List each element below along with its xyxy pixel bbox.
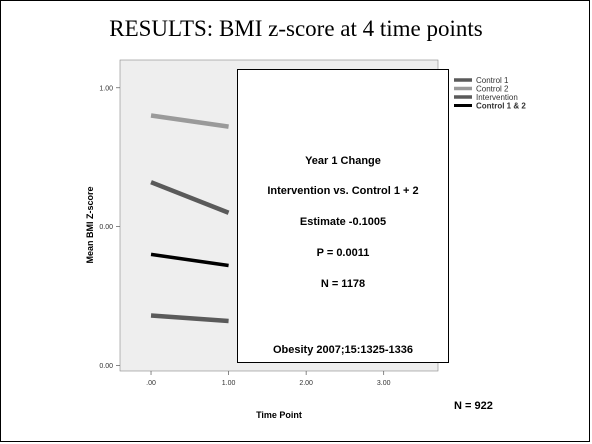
series-line bbox=[150, 180, 230, 215]
annotation-heading: Year 1 Change bbox=[305, 155, 381, 167]
slide-title: RESULTS: BMI z-score at 4 time points bbox=[109, 16, 483, 41]
annotation-p-value: P = 0.0011 bbox=[316, 247, 370, 259]
annotation-box: Year 1 Change Intervention vs. Control 1… bbox=[237, 69, 449, 363]
legend-label: Control 2 bbox=[476, 85, 509, 94]
y-tick-label: 0.00 bbox=[99, 363, 113, 370]
x-tick-label: .00 bbox=[146, 380, 156, 387]
series-line bbox=[150, 313, 229, 324]
legend-label: Control 1 bbox=[476, 76, 509, 85]
y-tick-label: 1.00 bbox=[99, 85, 113, 92]
annotation-estimate: Estimate -0.1005 bbox=[299, 216, 387, 228]
x-axis-label: Time Point bbox=[256, 410, 302, 420]
annotation-citation: Obesity 2007;15:1325-1336 bbox=[272, 344, 414, 356]
y-axis-label: Mean BMI Z-score bbox=[85, 186, 95, 263]
annotation-comparison: Intervention vs. Control 1 + 2 bbox=[267, 185, 419, 197]
x-tick-label: 2.00 bbox=[299, 380, 313, 387]
x-tick-label: 1.00 bbox=[222, 380, 236, 387]
legend-label: Intervention bbox=[476, 93, 518, 102]
sample-size-label: N = 922 bbox=[454, 400, 493, 412]
y-tick-label: 0.00 bbox=[99, 224, 113, 231]
annotation-n: N = 1178 bbox=[320, 278, 366, 290]
legend-label: Control 1 & 2 bbox=[476, 102, 526, 111]
series-line bbox=[150, 113, 229, 129]
x-tick-label: 3.00 bbox=[377, 380, 391, 387]
series-line bbox=[150, 252, 229, 268]
